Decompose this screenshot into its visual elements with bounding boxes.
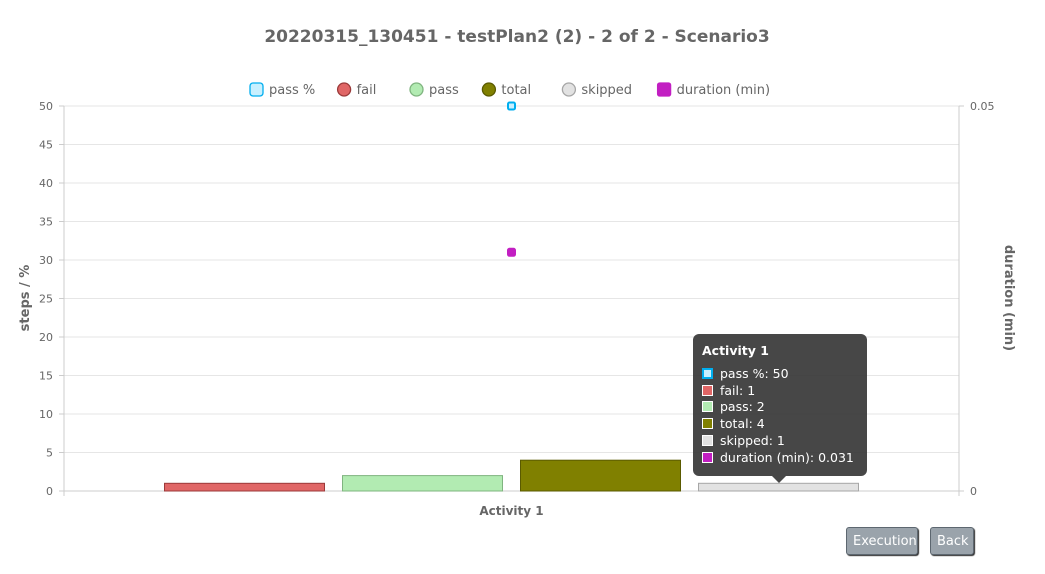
- y-tick-label: 10: [39, 408, 53, 421]
- tooltip-swatch: [702, 418, 713, 430]
- y-tick-label: 35: [39, 216, 53, 229]
- legend-swatch: [481, 82, 497, 97]
- tooltip: Activity 1 pass %: 50 fail: 1 pass: 2 to…: [693, 334, 867, 483]
- y-tick-label: 5: [46, 447, 53, 460]
- tooltip-text: skipped: 1: [720, 433, 785, 449]
- legend-label: pass: [429, 83, 459, 98]
- tooltip-swatch: [702, 451, 713, 463]
- tooltip-text: duration (min): 0.031: [720, 449, 854, 465]
- execution-button[interactable]: Execution: [846, 527, 918, 555]
- tooltip-swatch: [702, 384, 713, 396]
- bar-pass: [342, 475, 503, 492]
- tooltip-row-pass-pct: pass %: 50: [702, 365, 858, 382]
- legend-swatch: [249, 82, 264, 97]
- y-tick-label: 20: [39, 331, 53, 344]
- y-tick-label: 25: [39, 293, 53, 306]
- bar-skipped: [698, 482, 859, 492]
- tooltip-text: fail: 1: [720, 382, 756, 398]
- y-tick-label: 40: [39, 177, 53, 190]
- tooltip-row-pass: pass: 2: [702, 399, 858, 416]
- legend-label: total: [501, 83, 531, 98]
- y-axis-label: steps / %: [18, 265, 33, 332]
- tooltip-text: pass %: 50: [720, 365, 789, 381]
- y-tick-label: 30: [39, 254, 53, 267]
- tooltip-swatch: [702, 367, 713, 379]
- point-duration-min-: [507, 247, 516, 257]
- legend-label: pass %: [269, 83, 315, 98]
- tooltip-swatch: [702, 435, 713, 447]
- y2-tick-label: 0.05: [970, 100, 995, 113]
- legend-label: fail: [357, 83, 377, 98]
- back-button[interactable]: Back: [930, 527, 974, 555]
- y-tick-label: 45: [39, 139, 53, 152]
- legend-swatch: [409, 82, 424, 97]
- chart-title: 20220315_130451 - testPlan2 (2) - 2 of 2…: [264, 27, 769, 47]
- tooltip-title: Activity 1: [702, 343, 769, 358]
- tooltip-row-duration: duration (min): 0.031: [702, 449, 858, 466]
- tooltip-text: total: 4: [720, 416, 765, 432]
- y2-tick-label: 0: [970, 485, 977, 498]
- y2-axis-label: duration (min): [1001, 245, 1016, 351]
- tooltip-row-skipped: skipped: 1: [702, 432, 858, 449]
- bar-fail: [164, 482, 325, 492]
- bar-total: [520, 459, 681, 492]
- y-tick-label: 15: [39, 370, 53, 383]
- tooltip-row-fail: fail: 1: [702, 382, 858, 399]
- tooltip-row-total: total: 4: [702, 415, 858, 432]
- legend-label: skipped: [581, 83, 632, 98]
- point-pass-: [507, 101, 516, 111]
- legend-swatch: [336, 82, 352, 97]
- y-tick-label: 0: [46, 485, 53, 498]
- legend-swatch: [656, 82, 672, 97]
- legend-swatch: [561, 82, 577, 97]
- tooltip-swatch: [702, 401, 713, 413]
- y-tick-label: 50: [39, 100, 53, 113]
- tooltip-text: pass: 2: [720, 399, 765, 415]
- x-tick-label: Activity 1: [479, 504, 543, 518]
- legend-label: duration (min): [677, 83, 771, 98]
